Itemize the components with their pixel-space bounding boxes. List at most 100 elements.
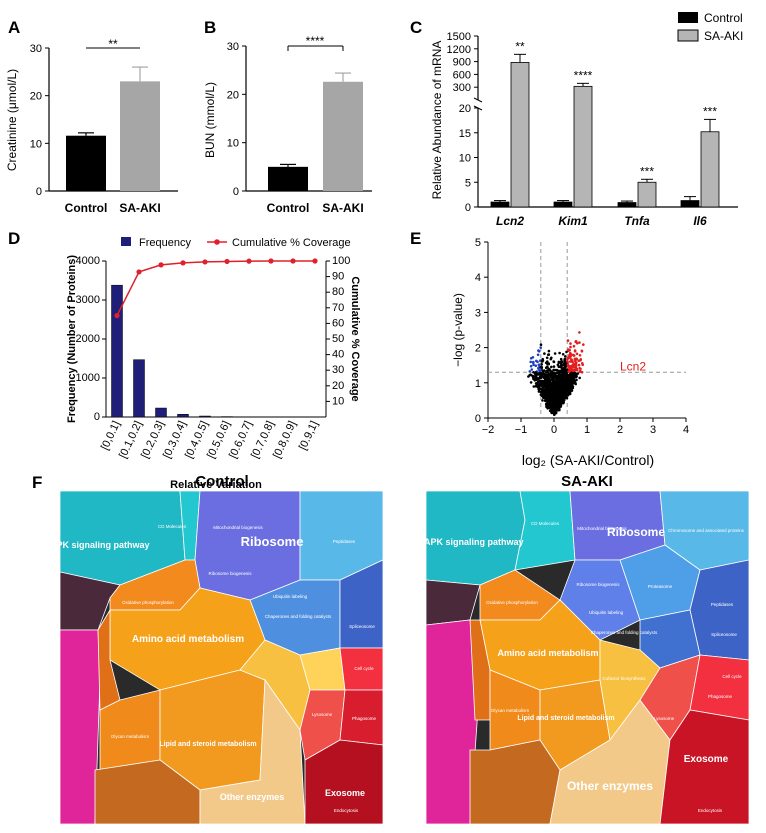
ytick-label-d: 2000 [76,333,100,345]
point-e [539,383,542,387]
ytick-label-d: 1000 [76,372,100,384]
vc-label-ribobiogenesis: Ribosome biogenesis [208,571,252,576]
voronoi-saaki: MAPK signaling pathway CD Molecules Mito… [426,491,749,824]
legend-swatch-control [678,12,698,23]
point-e [572,366,576,369]
point-d-coverage-5 [224,258,230,265]
point-e [565,395,568,399]
legend-label-saaki: SA-AKI [704,29,743,43]
panel-letter-d: D [8,229,20,248]
point-e [537,366,540,370]
point-e [532,360,535,364]
point-e [552,404,556,408]
point-e [545,384,548,388]
point-e [542,370,545,373]
significance-b: **** [306,34,325,48]
vs-label-peptidases: Peptidases [711,602,734,607]
vs-label-ubiquitin: Ubiquitin labeling [589,610,624,615]
point-e [536,353,540,357]
vc-label-endocytosis: Endocytosis [334,808,359,813]
point-e [554,377,558,381]
point-e [562,386,566,389]
point-e [566,339,570,342]
point-e [528,370,532,373]
xtick-label-e: 1 [584,424,590,436]
xtick-c-1: Kim1 [558,214,588,228]
point-e [547,383,550,387]
point-e [548,388,552,391]
point-e [579,359,582,362]
point-e [573,359,577,363]
point-e [548,368,551,371]
significance-c-1: **** [574,68,593,82]
vc-label-mapk: MAPK signaling pathway [42,540,149,550]
vc-label-ubiquitin: Ubiquitin labeling [273,594,308,599]
vs-label-amino: Amino acid metabolism [497,648,598,658]
point-e [578,341,581,344]
point-e [578,331,581,334]
point-e [578,376,581,380]
point-d-coverage-8 [290,258,296,264]
point-e [560,385,564,389]
point-e [545,356,549,360]
vc-label-exosome: Exosome [325,788,365,798]
vc-label-peptidases: Peptidases [333,539,356,544]
point-e [566,378,569,381]
point-e [540,359,544,363]
point-e [573,368,577,372]
point-e [529,381,533,384]
point-e [559,378,563,382]
point-e [543,385,546,389]
vs-label-mito: Mitochondrial biogenesis [577,526,627,531]
point-e [571,369,575,373]
xtick-d-9: [0.9,1] [297,419,321,452]
point-e [532,385,536,388]
point-e [550,373,554,376]
point-e [552,368,555,372]
vs-label-exosome: Exosome [684,754,729,765]
point-e [546,403,550,406]
point-e [580,350,584,353]
point-d-coverage-9 [312,258,318,264]
point-e [569,355,572,359]
panel-letter-e: E [410,229,421,248]
point-e [556,371,560,375]
point-e [550,365,553,369]
legend-label-control: Control [704,11,743,25]
point-e [575,357,578,361]
vc-label-other: Other enzymes [220,792,285,802]
point-e [566,356,570,360]
bar-a-0 [66,135,106,191]
point-e [569,345,572,349]
point-e [564,362,568,365]
bar-c-1-2 [637,181,657,208]
vs-label-endocytosis: Endocytosis [698,808,723,813]
point-e [562,368,566,372]
point-e [553,391,557,395]
legend-label-coverage: Cumulative % Coverage [232,237,351,249]
point-e [559,362,563,365]
point-e [560,388,563,392]
vs-label-cellcycle: Cell cycle [722,674,742,679]
ylabel-e: −log (p-value) [451,293,465,367]
annotation-lcn2: Lcn2 [620,359,646,373]
point-e [567,375,571,378]
point-e [564,365,568,368]
bar-b-1 [323,81,363,191]
point-d-coverage-0 [114,313,120,319]
bar-d-2 [155,407,167,418]
point-e [544,374,547,377]
ytick-label-b: 30 [227,41,239,53]
point-e [568,348,571,352]
ytick-label-c: 1200 [447,44,471,56]
point-e [547,353,550,357]
vc-label-lysosome: Lysosome [312,712,333,717]
point-e [556,379,560,383]
point-e [557,360,561,364]
point-e [570,379,573,382]
ytick-label-c: 0 [465,202,471,214]
point-e [562,382,566,386]
xtick-d-0: [0,0.1] [99,419,123,452]
point-e [552,383,555,387]
